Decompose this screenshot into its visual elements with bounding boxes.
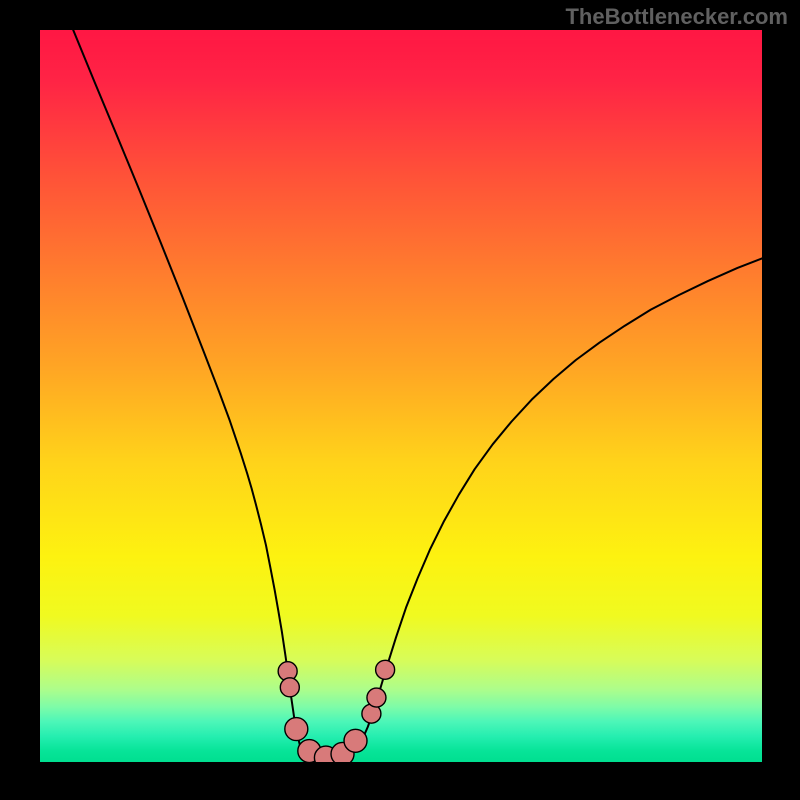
bottleneck-curve-chart	[40, 30, 762, 762]
watermark-label: TheBottlenecker.com	[565, 4, 788, 30]
marker-upper-right	[376, 660, 395, 679]
data-point	[344, 729, 367, 752]
plot-area	[40, 30, 762, 762]
chart-stage: TheBottlenecker.com	[0, 0, 800, 800]
data-point	[376, 660, 395, 679]
data-point	[367, 688, 386, 707]
data-point	[280, 678, 299, 697]
data-point	[285, 718, 308, 741]
